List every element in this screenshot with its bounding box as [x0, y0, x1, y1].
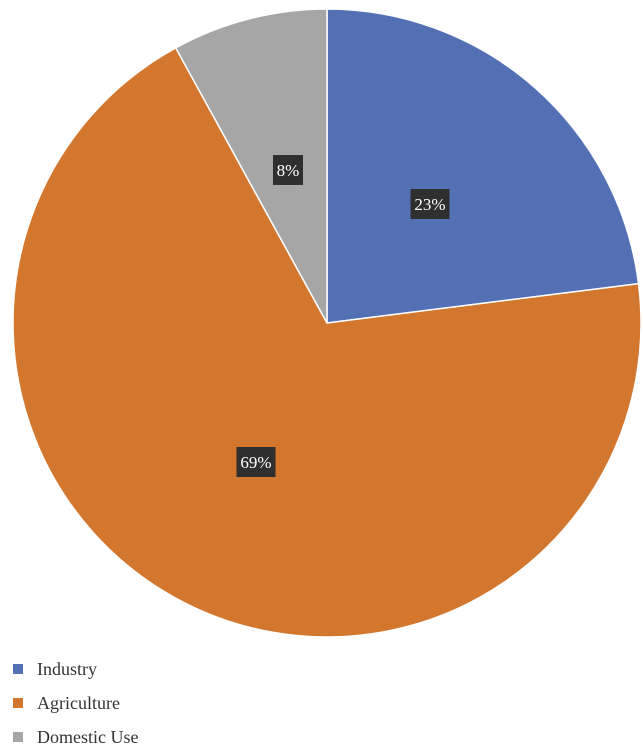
legend-item-industry: Industry — [13, 652, 138, 686]
legend-label-domestic-use: Domestic Use — [37, 726, 139, 747]
legend-item-domestic-use: Domestic Use — [13, 720, 138, 754]
data-label-agriculture: 69% — [236, 447, 276, 477]
legend-swatch-industry — [13, 664, 23, 674]
data-label-domestic-use: 8% — [273, 155, 303, 185]
legend-label-agriculture: Agriculture — [37, 692, 120, 713]
pie-slice-domestic-use — [174, 8, 328, 324]
pie-slice-agriculture — [12, 46, 642, 638]
pie-slices — [12, 8, 642, 638]
legend: Industry Agriculture Domestic Use — [13, 652, 138, 754]
legend-label-industry: Industry — [37, 658, 97, 679]
svg-text:69%: 69% — [240, 453, 271, 472]
svg-text:8%: 8% — [277, 161, 300, 180]
pie-slice-industry — [326, 8, 640, 324]
legend-item-agriculture: Agriculture — [13, 686, 138, 720]
pie-data-labels: 23% 69% 8% — [236, 155, 450, 477]
legend-swatch-domestic-use — [13, 732, 23, 742]
legend-swatch-agriculture — [13, 698, 23, 708]
svg-text:23%: 23% — [414, 195, 445, 214]
data-label-industry: 23% — [410, 189, 450, 219]
